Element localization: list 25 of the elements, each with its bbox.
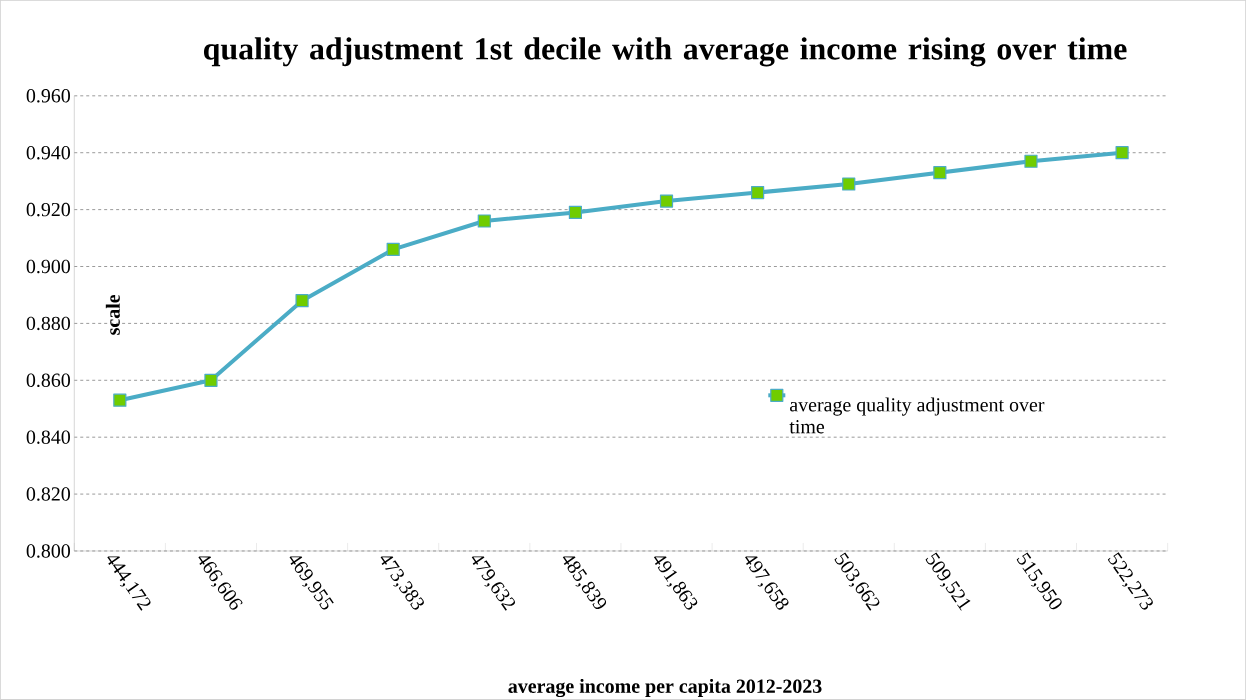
y-tick-label: 0.940	[26, 145, 70, 160]
point	[295, 293, 309, 308]
point	[1024, 154, 1038, 168]
point	[204, 373, 218, 387]
point	[751, 185, 765, 199]
chart-title: quality adjustment 1st decile with average income rising over time	[203, 37, 1127, 67]
point	[659, 194, 674, 208]
y-tick-label: 0.900	[26, 259, 70, 274]
y-tick-label: 0.840	[26, 430, 70, 444]
y-tick-label: 0.860	[26, 373, 70, 387]
y-tick-label: 0.820	[26, 487, 70, 501]
point	[568, 205, 583, 219]
point	[933, 165, 947, 180]
point	[842, 177, 856, 191]
y-tick-label: 0.880	[26, 316, 70, 330]
y-tick-label: 0.800	[26, 543, 70, 558]
legend-label: average quality adjustment over time	[789, 397, 1045, 434]
point	[477, 214, 491, 228]
y-axis-title: scale	[105, 294, 120, 335]
point	[1115, 145, 1129, 160]
y-tick-label: 0.920	[26, 202, 70, 217]
y-tick-label: 0.960	[26, 88, 70, 103]
x-axis-title: average income per capita 2012-2023	[508, 678, 822, 697]
point	[113, 393, 127, 407]
point	[386, 242, 400, 256]
